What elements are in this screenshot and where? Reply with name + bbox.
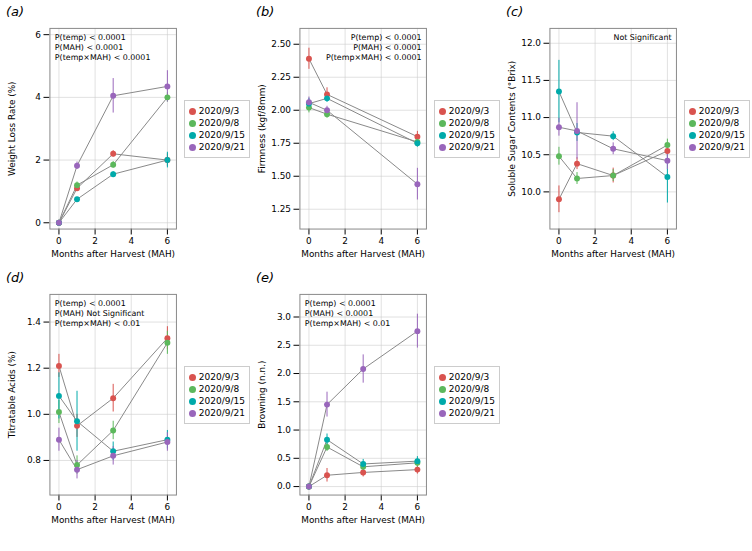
svg-text:11.5: 11.5 [521, 75, 541, 85]
svg-text:1.0: 1.0 [277, 425, 291, 435]
svg-text:0.0: 0.0 [277, 482, 291, 492]
svg-text:P(temp) < 0.0001P(MAH) Not Sig: P(temp) < 0.0001P(MAH) Not SignificantP(… [55, 300, 145, 329]
svg-text:2: 2 [592, 236, 598, 246]
svg-text:2: 2 [92, 236, 98, 246]
html-text:2020/9/15: 2020/9/15 [198, 396, 245, 407]
svg-text:6: 6 [665, 236, 671, 246]
svg-text:1.0: 1.0 [27, 409, 41, 419]
svg-text:Titratable Acids (%): Titratable Acids (%) [7, 351, 17, 439]
html-text:2020/9/8: 2020/9/8 [448, 118, 490, 129]
svg-text:0.5: 0.5 [277, 453, 291, 463]
svg-text:0.8: 0.8 [27, 455, 41, 465]
svg-text:0: 0 [306, 502, 312, 512]
svg-text:P(temp) < 0.0001P(MAH) < 0.000: P(temp) < 0.0001P(MAH) < 0.0001P(temp×MA… [305, 300, 391, 329]
svg-text:0: 0 [306, 236, 312, 246]
html-text:2020/9/8: 2020/9/8 [198, 118, 240, 129]
svg-text:Months after Harvest (MAH): Months after Harvest (MAH) [551, 249, 675, 259]
svg-text:1.75: 1.75 [271, 138, 291, 148]
svg-text:2: 2 [342, 236, 348, 246]
svg-text:4: 4 [128, 236, 134, 246]
svg-text:Months after Harvest (MAH): Months after Harvest (MAH) [301, 249, 425, 259]
svg-text:10.0: 10.0 [521, 187, 541, 197]
svg-text:4: 4 [378, 236, 384, 246]
svg-text:P(temp) < 0.0001P(MAH) < 0.000: P(temp) < 0.0001P(MAH) < 0.0001P(temp×MA… [55, 33, 151, 62]
svg-text:2.25: 2.25 [271, 72, 291, 82]
svg-text:2.50: 2.50 [271, 39, 291, 49]
svg-text:12.0: 12.0 [521, 38, 541, 48]
svg-text:Months after Harvest (MAH): Months after Harvest (MAH) [51, 249, 175, 259]
html-text:2020/9/3: 2020/9/3 [198, 372, 240, 383]
svg-text:1.2: 1.2 [27, 363, 41, 373]
svg-text:6: 6 [35, 30, 41, 40]
svg-text:Months after Harvest (MAH): Months after Harvest (MAH) [51, 515, 175, 525]
html-text:2020/9/15: 2020/9/15 [448, 130, 495, 141]
svg-text:0: 0 [35, 218, 41, 228]
svg-text:2: 2 [92, 502, 98, 512]
html-text:2020/9/8: 2020/9/8 [198, 384, 240, 395]
svg-text:Browning (n.n.): Browning (n.n.) [257, 361, 267, 429]
html-text:(d): (d) [6, 270, 25, 286]
html-text:2020/9/8: 2020/9/8 [698, 118, 740, 129]
svg-text:3.0: 3.0 [277, 312, 291, 322]
svg-text:4: 4 [628, 236, 634, 246]
svg-text:6: 6 [165, 502, 171, 512]
html-text:2020/9/3: 2020/9/3 [448, 372, 490, 383]
html-text:2020/9/15: 2020/9/15 [198, 130, 245, 141]
html-text:2020/9/3: 2020/9/3 [698, 106, 740, 117]
html-text:(e): (e) [256, 270, 275, 286]
html-text:2020/9/8: 2020/9/8 [448, 384, 490, 395]
html-text:2020/9/3: 2020/9/3 [198, 106, 240, 117]
html-text:(a): (a) [6, 4, 25, 19]
html-text:2020/9/3: 2020/9/3 [448, 106, 490, 117]
svg-text:0: 0 [56, 236, 62, 246]
svg-text:6: 6 [165, 236, 171, 246]
html-text:2020/9/21: 2020/9/21 [198, 142, 245, 153]
html-text:(c): (c) [506, 4, 524, 19]
svg-text:2: 2 [35, 155, 41, 165]
html-text:2020/9/21: 2020/9/21 [448, 408, 495, 419]
svg-text:1.5: 1.5 [277, 397, 291, 407]
svg-text:0: 0 [556, 236, 562, 246]
svg-text:4: 4 [35, 92, 41, 102]
svg-text:2: 2 [342, 502, 348, 512]
svg-text:2.0: 2.0 [277, 369, 291, 379]
html-text:2020/9/15: 2020/9/15 [698, 130, 745, 141]
svg-text:Months after Harvest (MAH): Months after Harvest (MAH) [301, 515, 425, 525]
svg-text:Firmness (kgf/8mm): Firmness (kgf/8mm) [257, 84, 267, 173]
svg-text:P(temp) < 0.0001P(MAH) < 0.000: P(temp) < 0.0001P(MAH) < 0.0001P(temp×MA… [326, 33, 422, 62]
svg-text:10.5: 10.5 [521, 150, 541, 160]
svg-text:4: 4 [128, 502, 134, 512]
svg-text:Not Significant: Not Significant [614, 33, 672, 42]
html-text:2020/9/21: 2020/9/21 [698, 142, 745, 153]
svg-text:0: 0 [56, 502, 62, 512]
svg-text:Soluble Sugar Contents (°Brix): Soluble Sugar Contents (°Brix) [507, 61, 517, 197]
svg-text:1.50: 1.50 [271, 171, 291, 181]
svg-text:6: 6 [415, 236, 421, 246]
html-text:2020/9/21: 2020/9/21 [198, 408, 245, 419]
html-text:2020/9/15: 2020/9/15 [448, 396, 495, 407]
svg-text:2.5: 2.5 [277, 340, 291, 350]
svg-text:Weight Loss Rate (%): Weight Loss Rate (%) [7, 81, 17, 176]
html-text:2020/9/21: 2020/9/21 [448, 142, 495, 153]
svg-text:1.4: 1.4 [27, 317, 41, 327]
svg-text:1.25: 1.25 [271, 204, 291, 214]
svg-text:2.00: 2.00 [271, 105, 291, 115]
svg-text:6: 6 [415, 502, 421, 512]
svg-text:4: 4 [378, 502, 384, 512]
html-text:(b): (b) [256, 4, 275, 19]
svg-text:11.0: 11.0 [521, 112, 541, 122]
